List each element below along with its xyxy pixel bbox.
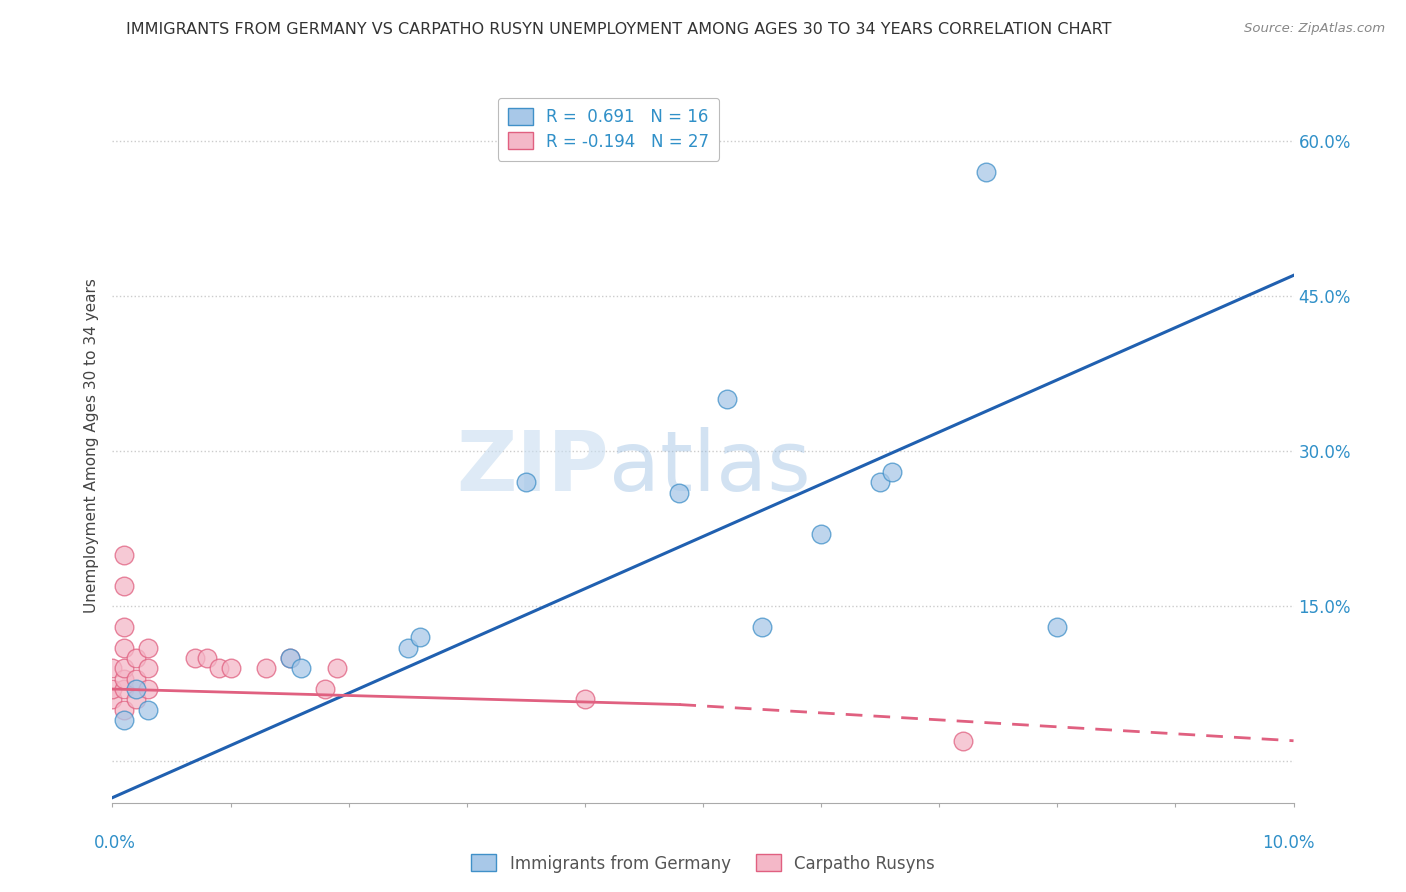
Point <box>195 651 218 665</box>
Point <box>125 651 148 665</box>
Point <box>314 681 336 696</box>
Point <box>976 165 998 179</box>
Point <box>952 733 974 747</box>
Point <box>136 661 159 675</box>
Point <box>101 661 124 675</box>
Point <box>101 692 124 706</box>
Point <box>290 661 312 675</box>
Point <box>125 672 148 686</box>
Point <box>112 681 135 696</box>
Point <box>112 579 135 593</box>
Text: 0.0%: 0.0% <box>94 834 136 852</box>
Point <box>751 620 773 634</box>
Point <box>112 548 135 562</box>
Point <box>136 681 159 696</box>
Point <box>208 661 231 675</box>
Point <box>326 661 349 675</box>
Point <box>112 672 135 686</box>
Point <box>869 475 891 490</box>
Text: atlas: atlas <box>609 427 810 508</box>
Point <box>716 392 738 407</box>
Y-axis label: Unemployment Among Ages 30 to 34 years: Unemployment Among Ages 30 to 34 years <box>84 278 100 614</box>
Legend: Immigrants from Germany, Carpatho Rusyns: Immigrants from Germany, Carpatho Rusyns <box>464 847 942 880</box>
Point <box>396 640 419 655</box>
Point <box>278 651 301 665</box>
Point <box>125 692 148 706</box>
Point <box>184 651 207 665</box>
Point <box>880 465 903 479</box>
Point <box>112 661 135 675</box>
Point <box>574 692 596 706</box>
Text: IMMIGRANTS FROM GERMANY VS CARPATHO RUSYN UNEMPLOYMENT AMONG AGES 30 TO 34 YEARS: IMMIGRANTS FROM GERMANY VS CARPATHO RUSY… <box>127 22 1111 37</box>
Point <box>136 640 159 655</box>
Point <box>112 640 135 655</box>
Point <box>125 681 148 696</box>
Point <box>668 485 690 500</box>
Text: 10.0%: 10.0% <box>1261 834 1315 852</box>
Point <box>112 620 135 634</box>
Point <box>112 703 135 717</box>
Point <box>408 630 430 644</box>
Point <box>515 475 537 490</box>
Text: Source: ZipAtlas.com: Source: ZipAtlas.com <box>1244 22 1385 36</box>
Point <box>219 661 242 675</box>
Text: ZIP: ZIP <box>456 427 609 508</box>
Point <box>254 661 277 675</box>
Point <box>810 527 832 541</box>
Legend: R =  0.691   N = 16, R = -0.194   N = 27: R = 0.691 N = 16, R = -0.194 N = 27 <box>498 97 720 161</box>
Point <box>101 681 124 696</box>
Point <box>1046 620 1069 634</box>
Point <box>112 713 135 727</box>
Point <box>136 703 159 717</box>
Point <box>278 651 301 665</box>
